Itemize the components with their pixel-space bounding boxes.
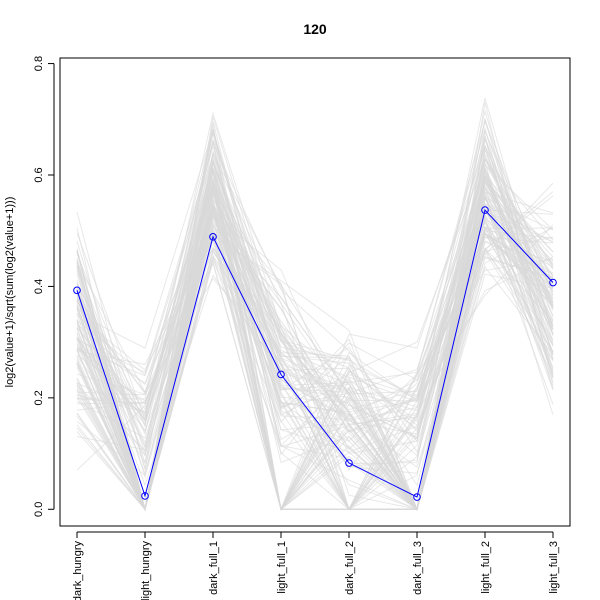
x-tick-label: light_full_2 (480, 541, 492, 594)
data-point (481, 206, 489, 214)
x-tick-label: light_hungry (140, 541, 152, 600)
x-tick-label: light_full_3 (548, 541, 560, 594)
chart-title: 120 (303, 21, 327, 37)
background-line (76, 205, 554, 511)
background-line (76, 160, 554, 511)
y-tick-label: 0.8 (33, 56, 45, 71)
y-axis: 0.0 0.2 0.4 0.6 0.8 (33, 56, 55, 517)
background-line (76, 185, 554, 511)
data-point (73, 286, 81, 295)
background-line (76, 130, 554, 511)
y-tick-label: 0.2 (33, 390, 45, 405)
background-line (76, 158, 554, 511)
background-line (76, 169, 554, 453)
x-tick-label: light_full_1 (276, 541, 288, 594)
background-line (76, 216, 554, 511)
data-point (413, 493, 421, 501)
plot-frame (59, 57, 571, 527)
y-axis-title: log2(value+1)/sqrt(sum(log2(value+1))) (4, 197, 16, 388)
background-line (76, 222, 554, 468)
background-line (76, 139, 554, 511)
data-point (345, 459, 353, 467)
y-tick-label: 0.4 (33, 279, 45, 294)
highlighted-series (73, 206, 557, 501)
x-tick-label: dark_full_3 (412, 541, 424, 595)
x-tick-label: dark_hungry (72, 541, 84, 600)
background-line (76, 111, 554, 455)
y-tick-label: 0.6 (33, 167, 45, 182)
data-point (549, 278, 557, 287)
x-tick-label: dark_full_1 (208, 541, 220, 595)
data-point (209, 233, 217, 241)
y-tick-label: 0.0 (33, 502, 45, 517)
background-line (76, 135, 554, 511)
x-axis: dark_hungry light_hungry dark_full_1 light_… (72, 531, 560, 600)
data-point (141, 492, 149, 500)
data-point (277, 370, 285, 379)
background-line (76, 191, 554, 512)
background-line (76, 236, 554, 511)
series-line (76, 209, 554, 498)
background-lines (76, 97, 554, 512)
x-tick-label: dark_full_2 (344, 541, 356, 595)
background-line (76, 152, 554, 433)
